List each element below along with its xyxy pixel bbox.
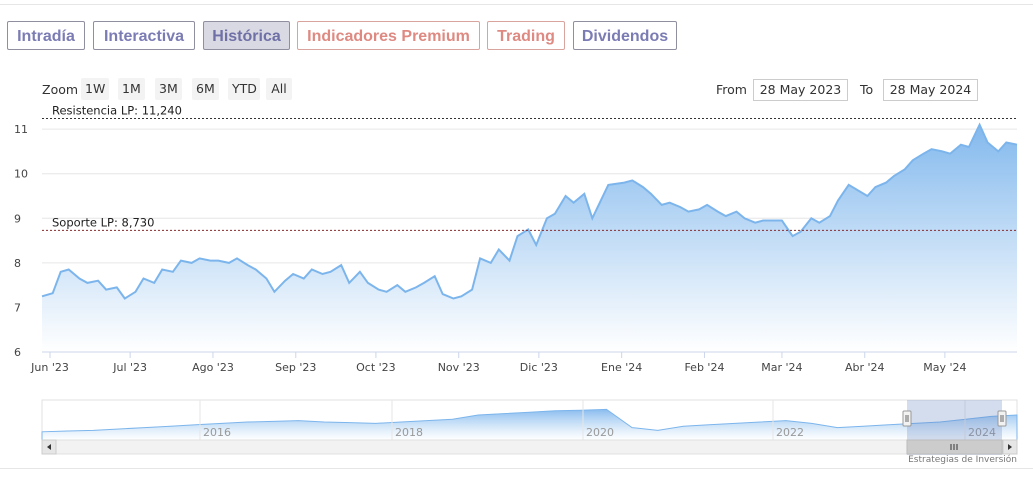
scrollbar-thumb-grip-icon <box>950 444 958 450</box>
price-area <box>42 124 1017 352</box>
x-tick-label: Ene '24 <box>601 361 642 374</box>
x-tick-label: Feb '24 <box>684 361 724 374</box>
x-tick-label: Oct '23 <box>356 361 396 374</box>
zoom-ytd-button[interactable]: YTD <box>228 78 260 100</box>
y-tick-label: 8 <box>14 257 21 270</box>
to-label: To <box>860 82 874 97</box>
x-tick-label: Ago '23 <box>192 361 234 374</box>
x-tick-label: Mar '24 <box>761 361 802 374</box>
navigator-handle-right[interactable] <box>997 410 1007 427</box>
x-tick-label: Abr '24 <box>845 361 885 374</box>
x-axis: Jun '23 Jul '23 Ago '23 Sep '23 Oct '23 Nov '… <box>30 351 1017 374</box>
x-tick-label: Nov '23 <box>438 361 480 374</box>
scrollbar-left-arrow-icon <box>47 444 51 450</box>
navigator-tick-label: 2024 <box>968 426 996 439</box>
to-date-input[interactable]: 28 May 2024 <box>883 79 978 101</box>
from-label: From <box>716 82 747 97</box>
zoom-1m-button[interactable]: 1M <box>118 78 145 100</box>
zoom-6m-button[interactable]: 6M <box>192 78 219 100</box>
x-tick-label: May '24 <box>923 361 966 374</box>
y-tick-label: 11 <box>14 123 28 136</box>
y-tick-label: 9 <box>14 212 21 225</box>
tab-historica[interactable]: Histórica <box>203 21 290 50</box>
top-divider <box>0 4 1033 5</box>
navigator-handle-left[interactable] <box>902 410 912 427</box>
plot-line-label: Resistencia LP: 11,240 <box>52 103 182 117</box>
from-date-input[interactable]: 28 May 2023 <box>753 79 848 101</box>
plot-line-label: Soporte LP: 8,730 <box>52 215 154 229</box>
zoom-all-button[interactable]: All <box>266 78 292 100</box>
scrollbar-track[interactable] <box>41 439 1018 455</box>
tab-trading[interactable]: Trading <box>487 21 565 50</box>
navigator-tick-label: 2016 <box>203 426 231 439</box>
x-tick-label: Jun '23 <box>30 361 69 374</box>
zoom-1w-button[interactable]: 1W <box>81 78 110 100</box>
tab-intradia[interactable]: Intradía <box>7 21 85 50</box>
navigator-tick-label: 2022 <box>776 426 804 439</box>
price-line <box>41 122 1018 300</box>
zoom-3m-button[interactable]: 3M <box>155 78 182 100</box>
y-tick-label: 10 <box>14 168 28 181</box>
x-tick-label: Dic '23 <box>520 361 558 374</box>
navigator-tick-label: 2018 <box>395 426 423 439</box>
scrollbar-right-arrow-icon <box>1008 444 1012 450</box>
navigator-tick-label: 2020 <box>586 426 614 439</box>
navigator-ticks: 2016 2018 2020 2022 2024 <box>199 400 996 440</box>
tab-dividendos[interactable]: Dividendos <box>573 21 677 50</box>
credits-label: Estrategias de Inversión <box>908 455 1017 465</box>
plot-lines: Resistencia LP: 11,240 Soporte LP: 8,730 <box>42 103 1017 231</box>
tab-interactiva[interactable]: Interactiva <box>93 21 195 50</box>
x-tick-label: Jul '23 <box>112 361 147 374</box>
bottom-divider <box>0 468 1033 469</box>
tab-indicadores-premium[interactable]: Indicadores Premium <box>297 21 480 50</box>
zoom-label: Zoom <box>42 82 79 97</box>
y-axis: 6 7 8 9 10 11 <box>14 123 28 359</box>
y-tick-label: 6 <box>14 346 21 359</box>
y-tick-label: 7 <box>14 301 21 314</box>
x-tick-label: Sep '23 <box>275 361 316 374</box>
